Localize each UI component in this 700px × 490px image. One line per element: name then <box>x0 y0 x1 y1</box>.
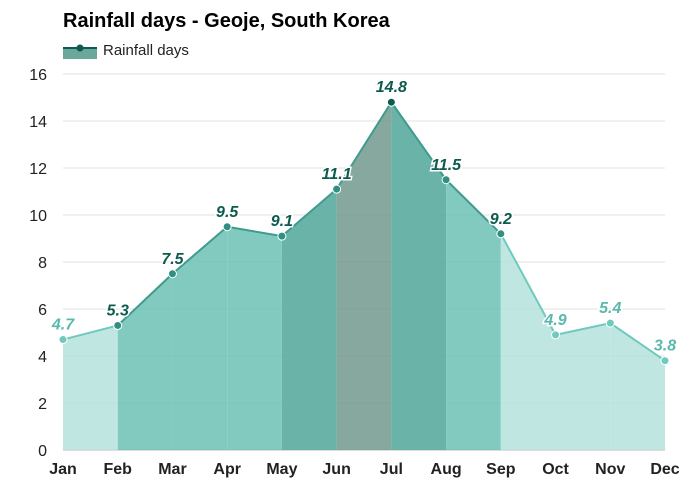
data-point <box>660 356 670 366</box>
series-line <box>499 233 557 336</box>
legend: Rainfall days <box>63 42 189 59</box>
area-band <box>63 325 118 450</box>
area-band <box>336 102 392 450</box>
data-point <box>222 222 232 232</box>
x-tick-label: Dec <box>650 461 679 478</box>
series-line <box>171 225 228 275</box>
y-tick-label: 10 <box>29 208 47 225</box>
series-line <box>445 179 502 235</box>
area-band <box>281 189 337 450</box>
area-band <box>446 179 501 450</box>
area-band <box>391 102 447 450</box>
x-tick-label: Feb <box>104 461 133 478</box>
data-point <box>167 269 177 279</box>
data-label: 3.8 <box>654 338 676 355</box>
data-label: 14.8 <box>376 79 407 96</box>
data-label: 9.1 <box>271 213 293 230</box>
x-tick-label: Jul <box>380 461 403 478</box>
series-line <box>335 101 393 190</box>
data-point <box>496 229 506 239</box>
x-tick-label: May <box>266 461 297 478</box>
area-band <box>555 323 611 450</box>
data-label: 11.5 <box>431 157 462 174</box>
series-line <box>117 273 174 327</box>
series-line <box>390 101 447 181</box>
series-line <box>555 322 611 336</box>
data-label: 9.5 <box>216 204 239 221</box>
data-point <box>277 231 287 241</box>
area-band <box>227 226 282 450</box>
data-label: 5.3 <box>107 302 129 319</box>
data-point <box>386 97 396 107</box>
series-line <box>281 188 338 237</box>
x-tick-label: Jun <box>322 461 350 478</box>
data-label: 5.4 <box>599 300 621 317</box>
y-tick-label: 14 <box>29 114 47 131</box>
data-label: 4.9 <box>543 312 566 329</box>
data-point <box>58 335 68 345</box>
data-point <box>551 330 561 340</box>
chart-title: Rainfall days - Geoje, South Korea <box>63 10 390 32</box>
x-tick-label: Aug <box>431 461 462 478</box>
y-tick-label: 4 <box>38 349 47 366</box>
y-tick-label: 8 <box>38 255 47 272</box>
x-tick-label: Apr <box>213 461 241 478</box>
legend-swatch <box>63 43 97 59</box>
series-line <box>227 225 283 238</box>
legend-label: Rainfall days <box>103 42 189 59</box>
y-tick-label: 12 <box>29 161 47 178</box>
data-label: 7.5 <box>161 251 184 268</box>
x-tick-label: Oct <box>542 461 569 478</box>
area-band <box>117 273 173 450</box>
data-point <box>113 320 123 330</box>
y-tick-label: 6 <box>38 302 47 319</box>
data-point <box>441 175 451 185</box>
x-tick-label: Mar <box>158 461 186 478</box>
series-line <box>62 324 118 341</box>
x-tick-label: Sep <box>486 461 516 478</box>
data-label: 9.2 <box>490 211 512 228</box>
data-point <box>605 318 615 328</box>
area-band <box>172 226 228 450</box>
y-tick-label: 16 <box>29 67 47 84</box>
data-label: 4.7 <box>51 317 75 334</box>
x-tick-label: Nov <box>595 461 625 478</box>
area-band <box>610 323 665 450</box>
area-band <box>500 233 556 450</box>
data-label: 11.1 <box>322 166 352 183</box>
y-tick-label: 0 <box>38 443 47 460</box>
x-tick-label: Jan <box>49 461 77 478</box>
y-tick-label: 2 <box>38 396 47 413</box>
series-line <box>609 322 666 362</box>
data-point <box>332 184 342 194</box>
